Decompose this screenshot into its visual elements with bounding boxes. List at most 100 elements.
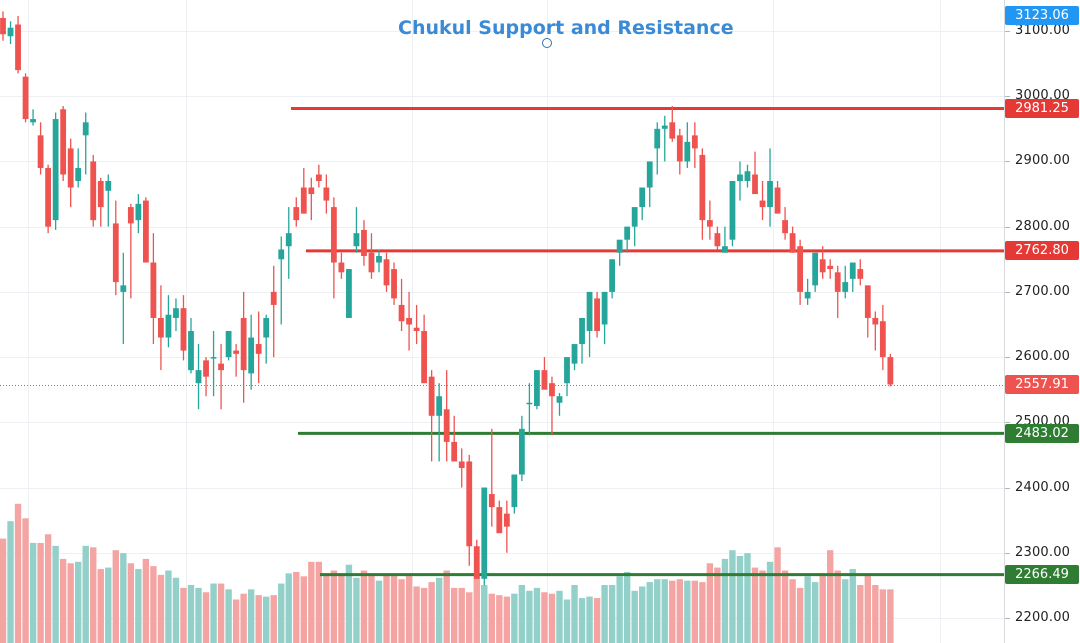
candle-body[interactable] [722, 246, 728, 253]
candle-body[interactable] [819, 259, 826, 273]
candle-body[interactable] [188, 331, 194, 371]
candle-body[interactable] [195, 370, 202, 384]
candle-body[interactable] [120, 285, 127, 292]
candle-body[interactable] [706, 220, 713, 227]
candle-body[interactable] [300, 187, 307, 214]
candle-body[interactable] [676, 135, 683, 162]
candle-body[interactable] [203, 360, 209, 377]
candle-body[interactable] [7, 27, 14, 37]
candle-body[interactable] [421, 331, 428, 384]
candle-body[interactable] [556, 396, 563, 403]
candle-body[interactable] [150, 262, 157, 318]
candle-body[interactable] [661, 125, 668, 129]
candle-body[interactable] [0, 17, 6, 35]
candle-body[interactable] [684, 141, 691, 162]
candle-body[interactable] [112, 223, 119, 283]
candle-body[interactable] [654, 128, 661, 149]
candle-body[interactable] [240, 317, 247, 371]
candle-body[interactable] [376, 256, 382, 263]
candle-body[interactable] [564, 357, 570, 384]
candle-body[interactable] [488, 494, 495, 508]
chart-pane[interactable]: Chukul Support and Resistance [0, 0, 1004, 643]
candle-body[interactable] [225, 331, 232, 358]
candle-body[interactable] [616, 239, 623, 253]
candlestick-chart[interactable] [0, 0, 1004, 643]
candle-body[interactable] [15, 24, 21, 71]
candle-body[interactable] [436, 396, 443, 416]
candle-body[interactable] [473, 546, 480, 579]
candle-body[interactable] [383, 259, 390, 286]
candle-body[interactable] [496, 507, 503, 534]
candle-body[interactable] [729, 181, 736, 240]
candle-body[interactable] [353, 233, 360, 247]
candle-body[interactable] [180, 308, 187, 351]
candle-body[interactable] [827, 265, 834, 270]
candle-body[interactable] [744, 171, 751, 182]
candle-body[interactable] [624, 226, 631, 240]
candle-body[interactable] [451, 441, 458, 462]
candle-body[interactable] [391, 269, 397, 299]
candle-body[interactable] [503, 513, 510, 527]
candle-body[interactable] [804, 291, 811, 299]
candle-body[interactable] [579, 317, 585, 345]
candle-body[interactable] [691, 135, 698, 149]
candle-body[interactable] [346, 269, 352, 318]
candle-body[interactable] [135, 203, 142, 221]
candle-body[interactable] [699, 154, 706, 221]
candle-body[interactable] [338, 262, 345, 273]
candle-body[interactable] [594, 298, 600, 332]
price-axis[interactable]: 3100.00 3000.00 2900.00 2800.00 2700.00 2600.… [1004, 0, 1080, 643]
chart-title[interactable]: Chukul Support and Resistance [398, 17, 734, 39]
candle-body[interactable] [127, 207, 134, 224]
candle-body[interactable] [142, 200, 149, 263]
candle-body[interactable] [22, 76, 29, 120]
candle-body[interactable] [879, 321, 886, 358]
candle-body[interactable] [330, 207, 337, 263]
drag-handle-icon[interactable] [542, 38, 552, 48]
candle-body[interactable] [549, 383, 555, 397]
candle-body[interactable] [255, 344, 262, 354]
candle-body[interactable] [571, 344, 578, 364]
candle-body[interactable] [812, 252, 819, 286]
candle-body[interactable] [368, 252, 375, 273]
candle-body[interactable] [481, 487, 488, 579]
candle-body[interactable] [406, 317, 412, 325]
candle-body[interactable] [323, 187, 330, 201]
candle-body[interactable] [285, 233, 292, 247]
candle-body[interactable] [782, 220, 788, 234]
candle-body[interactable] [315, 174, 322, 182]
candle-body[interactable] [646, 161, 653, 188]
candle-body[interactable] [752, 174, 758, 195]
candle-body[interactable] [541, 370, 548, 390]
candle-body[interactable] [270, 291, 277, 305]
candle-body[interactable] [308, 187, 315, 195]
candle-body[interactable] [233, 350, 240, 354]
candle-body[interactable] [90, 161, 97, 221]
candle-body[interactable] [293, 207, 300, 221]
candle-body[interactable] [158, 317, 164, 338]
candle-body[interactable] [526, 402, 533, 405]
candle-body[interactable] [173, 308, 179, 318]
candle-body[interactable] [105, 181, 112, 191]
candle-body[interactable] [586, 291, 593, 332]
candle-body[interactable] [639, 187, 646, 208]
candle-body[interactable] [52, 119, 59, 221]
candle-body[interactable] [834, 272, 841, 292]
candle-body[interactable] [759, 200, 766, 208]
candle-body[interactable] [218, 363, 224, 371]
candle-body[interactable] [789, 233, 796, 253]
candle-body[interactable] [601, 291, 608, 325]
candle-body[interactable] [248, 337, 255, 374]
candle-body[interactable] [45, 167, 52, 227]
candle-body[interactable] [669, 122, 676, 139]
candle-body[interactable] [210, 357, 217, 359]
candle-body[interactable] [466, 461, 473, 547]
candle-body[interactable] [398, 304, 405, 322]
candle-body[interactable] [797, 246, 804, 292]
candle-body[interactable] [428, 376, 435, 416]
candle-body[interactable] [82, 122, 89, 136]
candle-body[interactable] [263, 317, 270, 338]
candle-body[interactable] [413, 327, 420, 332]
candle-body[interactable] [857, 269, 864, 279]
candle-body[interactable] [774, 187, 781, 214]
